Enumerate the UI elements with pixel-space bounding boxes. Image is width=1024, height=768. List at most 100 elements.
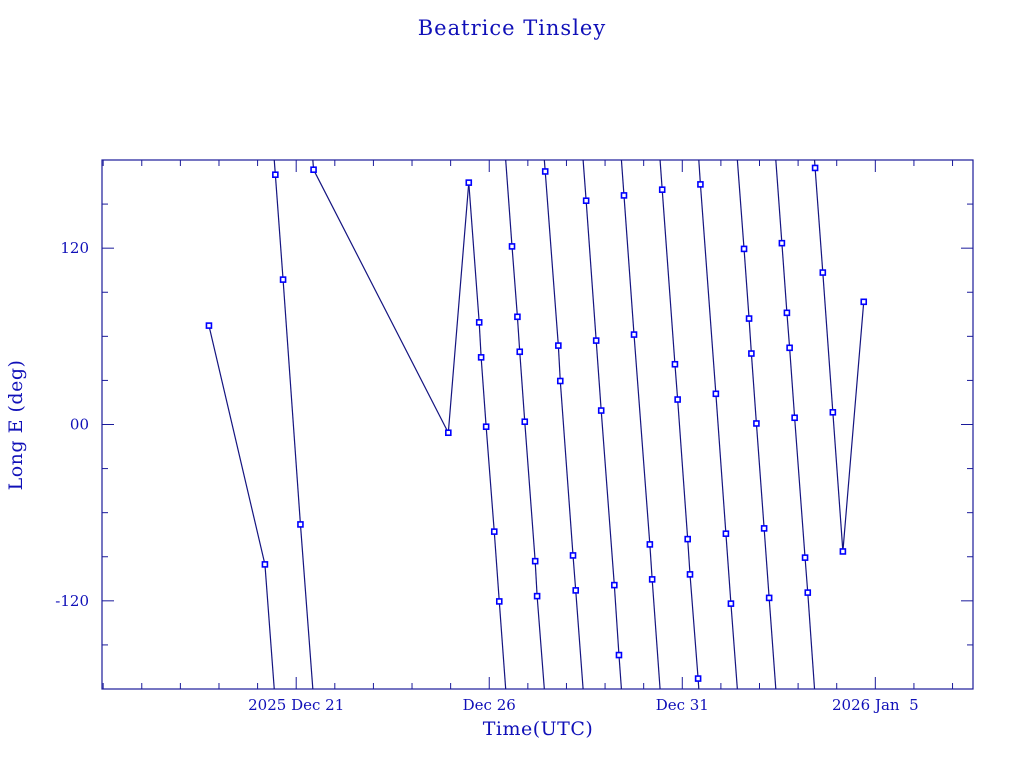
data-point-marker bbox=[786, 344, 793, 352]
data-point-marker bbox=[521, 418, 529, 426]
series-line-segment bbox=[544, 171, 559, 346]
series-line-segment bbox=[480, 357, 487, 427]
data-point-marker bbox=[658, 186, 666, 193]
data-point-marker bbox=[555, 342, 562, 349]
series-line-segment bbox=[519, 351, 526, 422]
y-tick-label: -120 bbox=[55, 592, 89, 610]
series-line-segment bbox=[736, 160, 745, 249]
series-line-segment bbox=[511, 246, 519, 317]
series-lines bbox=[208, 160, 865, 689]
data-point-marker bbox=[205, 322, 213, 329]
series-line-segment bbox=[313, 169, 449, 434]
data-point-marker bbox=[694, 675, 702, 682]
series-line-segment bbox=[715, 393, 727, 534]
data-point-marker bbox=[791, 414, 798, 422]
series-line-segment bbox=[725, 533, 732, 604]
data-point-marker bbox=[261, 561, 269, 568]
series-line-segment bbox=[516, 316, 521, 352]
series-line-segment bbox=[485, 426, 495, 532]
series-line-segment bbox=[282, 279, 302, 525]
series-line-segment bbox=[814, 167, 824, 273]
series-line-segment bbox=[534, 561, 538, 597]
series-line-segment bbox=[274, 174, 284, 280]
data-point-marker bbox=[508, 243, 516, 250]
data-point-marker bbox=[745, 315, 753, 322]
series-line-segment bbox=[687, 539, 691, 575]
series-line-segment bbox=[699, 184, 717, 394]
data-point-marker bbox=[760, 525, 768, 532]
series-line-segment bbox=[620, 160, 625, 196]
series-line-segment bbox=[807, 592, 816, 689]
series-line-segment bbox=[633, 334, 651, 545]
data-point-marker bbox=[556, 377, 564, 385]
series-line-segment bbox=[299, 524, 314, 689]
data-point-marker bbox=[445, 429, 452, 437]
series-line-segment bbox=[618, 655, 623, 689]
data-point-marker bbox=[482, 423, 490, 431]
series-line-segment bbox=[768, 597, 777, 689]
series-line-segment bbox=[763, 528, 770, 598]
series-line-segment bbox=[505, 160, 513, 247]
data-point-marker bbox=[592, 337, 600, 344]
data-point-marker bbox=[531, 557, 539, 565]
data-point-marker bbox=[279, 276, 287, 283]
data-point-marker bbox=[819, 269, 827, 276]
series-line-segment bbox=[498, 601, 507, 689]
x-tick-label: Dec 31 bbox=[656, 696, 709, 714]
x-tick-label: 2026 Jan 5 bbox=[832, 696, 919, 714]
data-point-marker bbox=[646, 541, 654, 548]
data-point-marker bbox=[475, 319, 483, 326]
data-point-marker bbox=[541, 168, 549, 175]
data-point-marker bbox=[684, 535, 691, 543]
series-line-segment bbox=[582, 160, 587, 201]
series-line-segment bbox=[755, 423, 765, 529]
series-line-segment bbox=[689, 574, 699, 679]
series-markers bbox=[205, 164, 868, 682]
data-point-marker bbox=[477, 354, 485, 361]
series-line-segment bbox=[273, 160, 276, 175]
tick-labels: 2025 Dec 21 Dec 26 Dec 31 2026 Jan 5 120 00 -1… bbox=[55, 239, 918, 714]
data-point-marker bbox=[686, 571, 694, 578]
series-line-segment bbox=[208, 325, 266, 565]
series-line-segment bbox=[651, 579, 661, 689]
chart-title: Beatrice Tinsley bbox=[417, 16, 607, 40]
data-point-marker bbox=[748, 350, 755, 357]
data-point-marker bbox=[572, 587, 580, 594]
series-line-segment bbox=[661, 189, 676, 365]
data-point-marker bbox=[611, 581, 618, 589]
series-line-segment bbox=[743, 248, 750, 319]
series-line-segment bbox=[585, 200, 597, 341]
data-point-marker bbox=[829, 409, 837, 416]
data-point-marker bbox=[740, 245, 748, 253]
series-line-segment bbox=[264, 564, 275, 689]
x-tick-label: 2025 Dec 21 bbox=[248, 696, 344, 714]
series-line-segment bbox=[600, 410, 615, 586]
data-point-marker bbox=[765, 594, 773, 602]
data-point-marker bbox=[674, 396, 681, 403]
data-point-marker bbox=[801, 554, 809, 561]
series-line-segment bbox=[595, 340, 602, 411]
series-line-segment bbox=[478, 322, 482, 358]
axis-ticks bbox=[102, 160, 973, 689]
series-line-segment bbox=[786, 312, 791, 348]
series-line-segment bbox=[447, 182, 470, 433]
data-point-marker bbox=[860, 298, 868, 306]
series-line-segment bbox=[312, 160, 315, 170]
data-point-marker bbox=[727, 600, 735, 607]
series-line-segment bbox=[649, 544, 653, 580]
series-line-segment bbox=[468, 182, 480, 323]
data-point-marker bbox=[495, 598, 503, 605]
data-point-marker bbox=[753, 420, 760, 427]
series-line-segment bbox=[842, 301, 865, 552]
data-point-marker bbox=[648, 576, 656, 583]
series-line-segment bbox=[575, 590, 584, 689]
series-line-segment bbox=[748, 318, 752, 354]
series-line-segment bbox=[698, 160, 702, 185]
data-point-marker bbox=[811, 164, 819, 172]
data-point-marker bbox=[783, 309, 791, 317]
x-axis-label: Time(UTC) bbox=[482, 718, 594, 740]
data-point-marker bbox=[516, 348, 524, 356]
series-line-segment bbox=[775, 160, 783, 244]
data-point-marker bbox=[297, 521, 304, 528]
